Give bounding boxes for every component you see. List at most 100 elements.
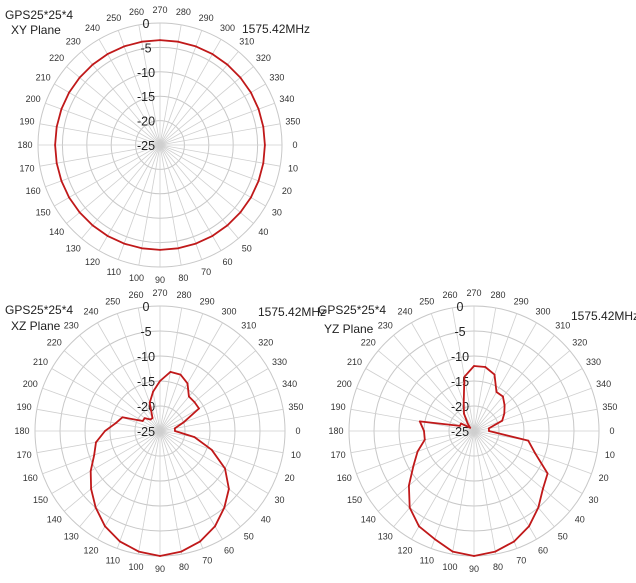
xz-spoke-80	[159, 430, 183, 555]
yz-data-point-250	[462, 401, 465, 404]
yz-angle-label-50: 50	[558, 532, 568, 542]
xz-spoke-120	[97, 430, 161, 540]
chart-subtitle-xz: XZ Plane	[11, 319, 61, 333]
yz-spoke-30	[473, 430, 583, 494]
xy-angle-label-120: 120	[85, 257, 100, 267]
yz-data-point-140	[408, 484, 410, 487]
xz-data-point-90	[159, 555, 161, 557]
yz-data-point-270	[473, 365, 475, 367]
xz-radial-tick-label-1: -5	[140, 325, 151, 339]
xy-data-point-280	[177, 40, 180, 43]
yz-data-point-130	[408, 506, 411, 509]
xz-spoke-100	[137, 430, 161, 555]
xy-spoke-170	[39, 144, 161, 167]
xy-spoke-30	[159, 144, 266, 207]
xz-data-point-60	[214, 525, 216, 528]
yz-data-point-10	[527, 439, 530, 442]
yz-data-point-0	[488, 430, 490, 432]
yz-radial-tick-label-3: -15	[451, 375, 469, 389]
xz-data-point-270	[159, 380, 161, 382]
xy-angle-label-150: 150	[36, 208, 51, 218]
xy-angle-label-290: 290	[199, 13, 214, 23]
xz-spoke-310	[159, 334, 241, 432]
xy-spoke-210	[54, 83, 161, 146]
xz-data-point-330	[198, 407, 200, 410]
xz-angle-label-190: 190	[17, 402, 32, 412]
xy-data-point-300	[211, 53, 214, 55]
yz-spoke-10	[473, 430, 598, 454]
xz-angle-label-100: 100	[129, 562, 144, 572]
xy-angle-label-70: 70	[201, 267, 211, 277]
yz-angle-label-170: 170	[331, 450, 346, 460]
frequency-label-yz: 1575.42MHz	[571, 309, 636, 323]
xy-spoke-60	[159, 144, 222, 251]
yz-spoke-130	[393, 430, 475, 528]
xy-data-point-20	[257, 180, 260, 182]
yz-spoke-80	[473, 430, 497, 555]
yz-angle-label-130: 130	[378, 532, 393, 542]
yz-spoke-260	[451, 307, 475, 432]
xy-spoke-120	[98, 144, 161, 251]
xz-spoke-40	[159, 430, 257, 512]
chart-title-xy: GPS25*25*4	[5, 8, 74, 22]
yz-spoke-320	[473, 350, 571, 432]
xy-angle-label-90: 90	[155, 275, 165, 285]
xz-angle-label-70: 70	[202, 556, 212, 566]
yz-spoke-60	[473, 430, 537, 540]
xy-data-point-190	[55, 125, 58, 128]
yz-angle-label-280: 280	[490, 290, 505, 300]
yz-spoke-110	[430, 430, 475, 549]
yz-data-point-90	[473, 555, 475, 557]
xy-data-point-210	[68, 91, 70, 94]
yz-angle-label-240: 240	[397, 306, 412, 316]
xy-data-point-90	[159, 249, 161, 251]
xy-radial-tick-label-3: -15	[137, 90, 155, 104]
yz-spoke-280	[473, 307, 497, 432]
xy-radial-tick-label-1: -5	[140, 41, 151, 55]
yz-spoke-230	[393, 334, 475, 432]
xy-data-point-330	[250, 91, 252, 94]
yz-spoke-220	[377, 350, 475, 432]
yz-data-point-50	[537, 506, 540, 509]
yz-data-point-100	[451, 550, 454, 553]
xz-angle-label-170: 170	[17, 450, 32, 460]
xz-data-point-300	[186, 382, 189, 385]
yz-angle-label-190: 190	[331, 402, 346, 412]
xz-angle-label-270: 270	[152, 288, 167, 298]
xz-angle-label-50: 50	[244, 532, 254, 542]
frequency-label-xy: 1575.42MHz	[242, 22, 311, 36]
xz-angle-label-0: 0	[295, 426, 300, 436]
xy-radial-tick-label-5: -25	[137, 139, 155, 153]
xy-angle-label-320: 320	[256, 53, 271, 63]
xz-spoke-190	[36, 408, 161, 432]
yz-angle-label-290: 290	[514, 296, 529, 306]
yz-radial-tick-label-4: -20	[451, 400, 469, 414]
xy-spoke-80	[159, 144, 182, 266]
yz-angle-label-30: 30	[589, 495, 599, 505]
xz-angle-label-300: 300	[221, 306, 236, 316]
xy-data-point-270	[159, 39, 161, 41]
yz-spoke-210	[365, 368, 475, 432]
xy-radial-tick-label-4: -20	[137, 115, 155, 129]
yz-angle-label-320: 320	[572, 337, 587, 347]
xy-angle-label-60: 60	[222, 257, 232, 267]
yz-spoke-160	[356, 430, 475, 475]
xz-data-point-350	[173, 427, 176, 430]
xy-angle-label-190: 190	[20, 117, 35, 127]
chart-subtitle-yz: YZ Plane	[324, 322, 374, 336]
xy-spoke-130	[81, 144, 161, 239]
xz-spoke-330	[159, 368, 269, 432]
xz-spoke-350	[159, 408, 284, 432]
yz-spoke-300	[473, 322, 537, 432]
xy-spoke-220	[66, 66, 161, 146]
yz-data-point-150	[412, 465, 415, 467]
xy-data-point-140	[78, 211, 81, 214]
xy-data-point-150	[68, 196, 70, 199]
xz-angle-label-140: 140	[47, 515, 62, 525]
xz-data-point-160	[93, 454, 96, 456]
xy-data-point-320	[239, 76, 242, 79]
xz-data-point-280	[169, 371, 172, 373]
xy-angle-label-200: 200	[26, 94, 41, 104]
xz-spoke-250	[116, 313, 161, 432]
